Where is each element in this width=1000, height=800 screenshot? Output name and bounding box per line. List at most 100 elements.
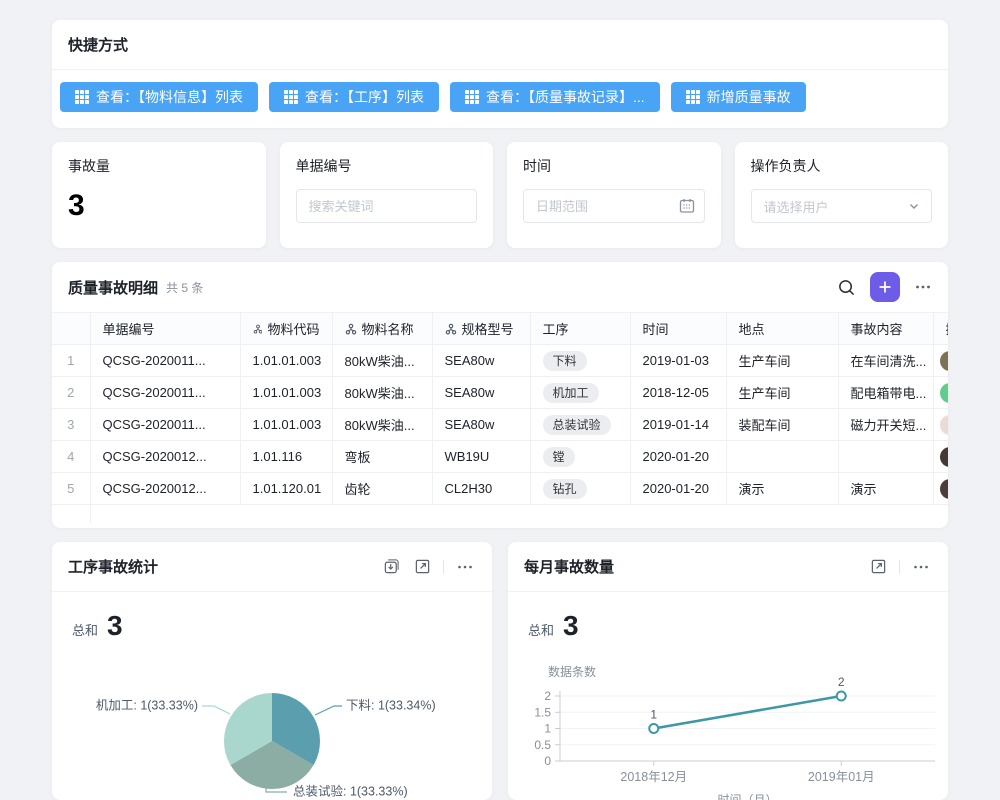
col-header-6: 时间: [630, 312, 727, 345]
cell-doc_no: QCSG-2020012...: [90, 472, 241, 505]
cell-material_code: 1.01.120.01: [240, 472, 333, 505]
cell-date: 2019-01-14: [630, 408, 727, 441]
date-range-input[interactable]: [523, 189, 705, 223]
cell-date: 2019-01-03: [630, 344, 727, 377]
y-axis-title: 数据条数: [548, 664, 596, 679]
cell-material_name: 齿轮: [332, 472, 433, 505]
chevron-down-icon: [910, 204, 918, 209]
col-header-3: 物料名称: [332, 312, 433, 345]
process-tag: 下料: [542, 350, 587, 371]
col-header-label: 单据编号: [102, 322, 155, 337]
filter-card-doc-no: 单据编号: [279, 142, 493, 248]
shortcut-button-3[interactable]: 新增质量事故: [670, 82, 806, 112]
more-icon: [458, 565, 472, 568]
shortcuts-title: 快捷方式: [68, 37, 129, 54]
avatar: [939, 414, 948, 435]
more-icon: [914, 565, 928, 568]
col-header-label: 事故内容: [850, 322, 903, 337]
open-fullscreen-button[interactable]: [868, 556, 889, 577]
row-index: 3: [52, 408, 91, 441]
col-header-9: 操作负责人: [933, 312, 949, 345]
line-chart-title: 每月事故数量: [524, 559, 615, 576]
shortcuts-card: 快捷方式 查看：【物料信息】列表 查看：【工序】列表 查看：【质量事故记录】... 新…: [52, 20, 948, 128]
table-body: 1 QCSG-2020011... 1.01.01.003 80kW柴油... SEA8…: [52, 344, 948, 505]
user-select[interactable]: 请选择用户: [750, 189, 932, 223]
col-header-label: 地点: [738, 322, 765, 337]
y-tick-label: 1.5: [534, 705, 551, 719]
pie-slice-下料[interactable]: [272, 693, 321, 765]
charts-row: 工序事故统计: [52, 542, 948, 800]
cell-doc_no: QCSG-2020011...: [90, 408, 241, 441]
table-row[interactable]: 4 QCSG-2020012... 1.01.116 弯板 WB19U 镗 2020-01-…: [52, 440, 948, 473]
col-header-label: 工序: [542, 322, 569, 337]
table-row[interactable]: 5 QCSG-2020012... 1.01.120.01 齿轮 CL2H30 钻孔 202…: [52, 472, 948, 505]
relation-icon: [253, 324, 262, 334]
data-point[interactable]: [648, 723, 660, 734]
col-header-label: 物料名称: [361, 322, 414, 337]
shortcut-button-1[interactable]: 查看：【工序】列表: [269, 82, 439, 112]
col-header-label: 操作负责人: [946, 319, 949, 338]
x-tick-label: 2019年01月: [808, 770, 875, 784]
table-row[interactable]: 1 QCSG-2020011... 1.01.01.003 80kW柴油... SEA8…: [52, 344, 948, 377]
table-row[interactable]: 2 QCSG-2020011... 1.01.01.003 80kW柴油... SEA8…: [52, 376, 948, 409]
shortcut-button-2[interactable]: 查看：【质量事故记录】...: [450, 82, 660, 112]
cell-content: 配电箱带电...: [838, 376, 934, 409]
cell-spec: WB19U: [432, 440, 531, 473]
cell-operator: [933, 440, 948, 473]
line-more-button[interactable]: [910, 556, 932, 578]
pie-slice-机加工[interactable]: [223, 693, 272, 765]
plus-icon: [879, 281, 891, 293]
operator-label: 操作负责人: [750, 158, 821, 174]
col-header-label: 规格型号: [461, 322, 514, 337]
col-header-2: 物料代码: [240, 312, 333, 345]
y-tick-label: 0: [544, 754, 551, 768]
doc-no-search-input[interactable]: [295, 189, 477, 223]
cell-location: [726, 440, 839, 473]
table-header-bar: 质量事故明细 共 5 条: [52, 262, 948, 312]
process-tag: 钻孔: [542, 478, 587, 499]
y-tick-label: 1: [544, 722, 551, 736]
open-in-new-icon: [415, 559, 430, 574]
table-row[interactable]: 3 QCSG-2020011... 1.01.01.003 80kW柴油... SEA8…: [52, 408, 948, 441]
download-button[interactable]: [381, 556, 402, 577]
cell-doc_no: QCSG-2020012...: [90, 440, 241, 473]
col-header-8: 事故内容: [838, 312, 934, 345]
data-point[interactable]: [835, 690, 847, 702]
cell-content: 磁力开关短...: [838, 408, 934, 441]
doc-no-label: 单据编号: [295, 158, 352, 174]
open-fullscreen-button[interactable]: [412, 556, 433, 577]
process-tag: 总装试验: [542, 414, 611, 435]
col-header-5: 工序: [530, 312, 631, 345]
cell-location: 演示: [726, 472, 839, 505]
process-tag: 机加工: [542, 382, 599, 403]
pie-label: 下料: 1(33.34%): [346, 698, 436, 712]
cell-content: 在车间清洗...: [838, 344, 934, 377]
table-count: 共 5 条: [166, 280, 204, 295]
cell-operator: [933, 408, 948, 441]
cell-process: 机加工: [530, 376, 631, 409]
avatar: [939, 350, 948, 371]
open-in-new-icon: [871, 559, 886, 574]
cell-doc_no: QCSG-2020011...: [90, 344, 241, 377]
pie-more-button[interactable]: [454, 556, 476, 578]
grid-icon: [75, 90, 89, 104]
cell-spec: SEA80w: [432, 408, 531, 441]
more-button[interactable]: [912, 276, 934, 298]
download-icon: [384, 559, 399, 574]
cell-material_code: 1.01.116: [240, 440, 333, 473]
calendar-icon[interactable]: [678, 197, 696, 215]
cell-location: 生产车间: [726, 376, 839, 409]
search-button[interactable]: [835, 276, 858, 299]
shortcut-button-0[interactable]: 查看：【物料信息】列表: [60, 82, 258, 112]
cell-location: 装配车间: [726, 408, 839, 441]
add-record-button[interactable]: [870, 272, 900, 302]
shortcut-button-label: 查看：【工序】列表: [305, 89, 424, 105]
user-select-placeholder: 请选择用户: [763, 199, 829, 215]
pie-slice-总装试验[interactable]: [230, 741, 314, 790]
pie-total-label: 总和: [72, 623, 99, 638]
cell-process: 钻孔: [530, 472, 631, 505]
stat-card-accidents: 事故量 3: [52, 142, 266, 248]
time-label: 时间: [523, 158, 551, 174]
cell-doc_no: QCSG-2020011...: [90, 376, 241, 409]
